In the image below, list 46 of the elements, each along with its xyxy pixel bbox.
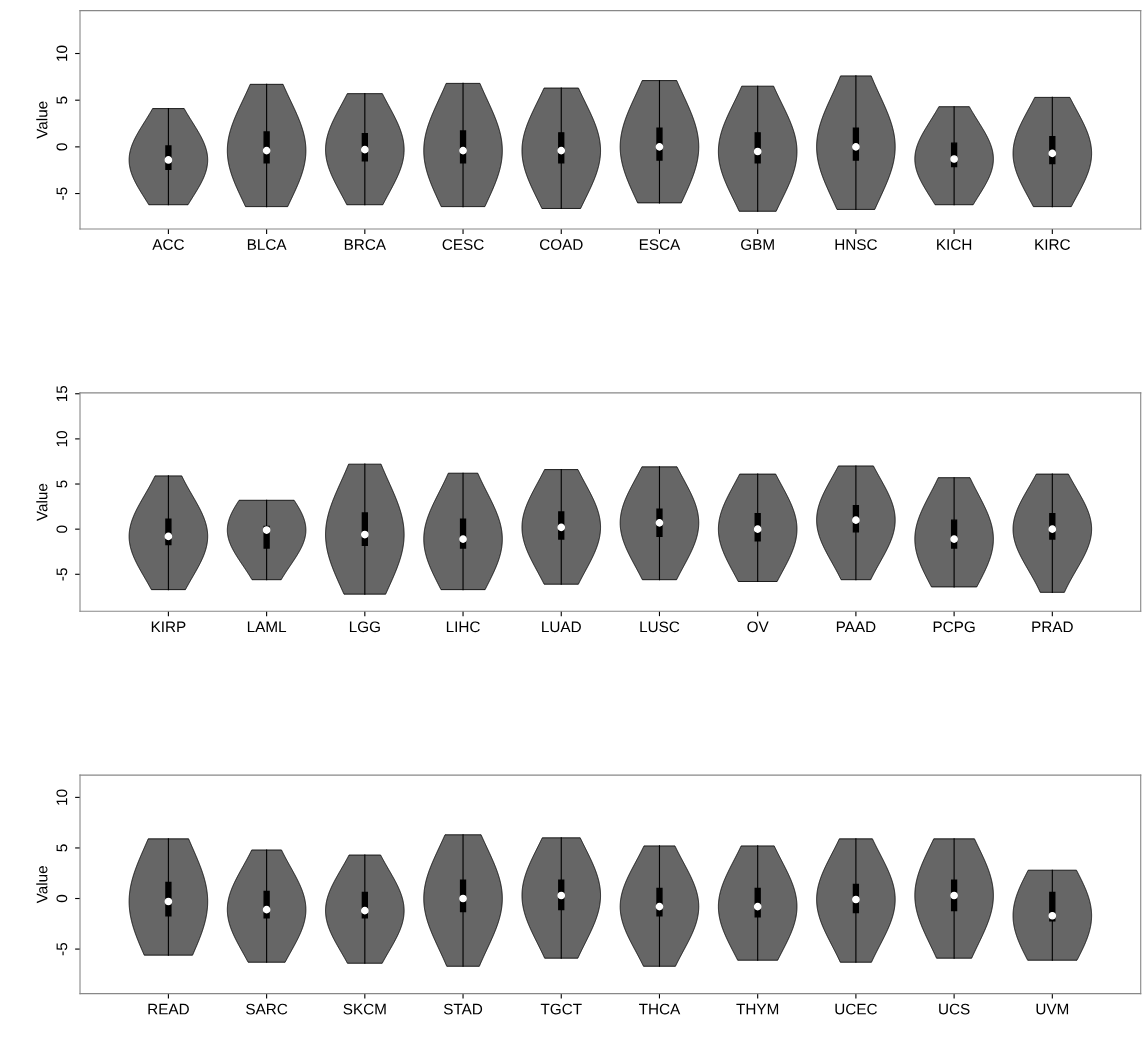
x-tick-label: HNSC bbox=[835, 239, 877, 250]
x-tick-label: OV bbox=[747, 621, 769, 633]
x-tick-label: PCPG bbox=[933, 621, 975, 633]
x-tick-label: UCEC bbox=[835, 1003, 877, 1015]
y-tick-label: 10 bbox=[56, 430, 68, 447]
x-tick-label: SKCM bbox=[343, 1003, 386, 1015]
x-tick-label: KIRP bbox=[151, 621, 186, 633]
x-tick-label: ESCA bbox=[639, 239, 681, 250]
x-tick-label: BRCA bbox=[344, 239, 387, 250]
x-tick-label: UCS bbox=[939, 1003, 970, 1015]
x-tick-label: LGG bbox=[349, 621, 380, 633]
x-tick-label: KICH bbox=[937, 239, 972, 250]
y-tick-label: 5 bbox=[56, 844, 68, 852]
x-tick-label: THYM bbox=[736, 1003, 779, 1015]
x-tick-label: READ bbox=[148, 1003, 189, 1015]
x-tick-label: PRAD bbox=[1032, 621, 1073, 633]
y-tick-label: 15 bbox=[56, 385, 68, 402]
x-tick-label: CESC bbox=[442, 239, 484, 250]
y-tick-label: 10 bbox=[56, 45, 68, 61]
y-tick-label: -5 bbox=[56, 187, 68, 200]
y-tick-label: 5 bbox=[56, 96, 68, 104]
y-axis-title: Value bbox=[36, 483, 48, 521]
x-tick-label: THCA bbox=[639, 1003, 681, 1015]
x-tick-label: GBM bbox=[741, 239, 774, 250]
x-tick-label: UVM bbox=[1036, 1003, 1069, 1015]
x-tick-label: LUSC bbox=[640, 621, 680, 633]
y-tick-label: -5 bbox=[56, 942, 68, 956]
y-tick-label: 0 bbox=[56, 143, 68, 151]
y-tick-label: 10 bbox=[56, 789, 68, 805]
x-tick-label: LUAD bbox=[542, 621, 581, 633]
x-tick-label: SARC bbox=[246, 1003, 288, 1015]
x-tick-label: ACC bbox=[152, 239, 184, 250]
x-tick-label: KIRC bbox=[1035, 239, 1070, 250]
y-axis-title: Value bbox=[36, 866, 48, 904]
x-tick-label: TGCT bbox=[540, 1003, 582, 1015]
x-tick-label: STAD bbox=[443, 1003, 483, 1015]
y-tick-label: 0 bbox=[56, 894, 68, 903]
x-tick-label: LIHC bbox=[446, 621, 480, 633]
y-axis-title: Value bbox=[36, 101, 48, 139]
y-tick-label: 5 bbox=[56, 480, 68, 488]
x-tick-label: COAD bbox=[539, 239, 583, 250]
x-tick-label: LAML bbox=[247, 621, 287, 633]
y-tick-label: 0 bbox=[56, 525, 68, 533]
x-tick-label: BLCA bbox=[247, 239, 287, 250]
x-tick-label: PAAD bbox=[836, 621, 876, 633]
y-tick-label: -5 bbox=[56, 568, 68, 581]
